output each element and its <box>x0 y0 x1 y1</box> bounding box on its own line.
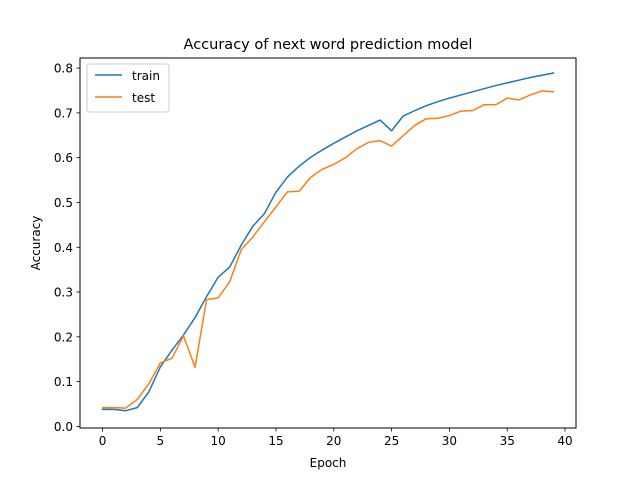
y-tick-label: 0.3 <box>54 286 73 300</box>
y-tick-label: 0.6 <box>54 151 73 165</box>
legend-label-train: train <box>132 69 160 83</box>
series-lines <box>101 72 555 412</box>
x-tick-label: 5 <box>157 434 165 448</box>
y-tick-label: 0.1 <box>54 375 73 389</box>
series-line-train <box>101 72 555 412</box>
x-tick-label: 0 <box>99 434 107 448</box>
axis-ticks: 0 5 10 15 20 25 30 35 40 0.0 0.1 0.2 0.3 0.4 0.5 0.6 0.7… <box>54 62 573 448</box>
y-tick-label: 0.5 <box>54 196 73 210</box>
x-tick-label: 15 <box>268 434 283 448</box>
x-axis-label: Epoch <box>310 456 347 470</box>
plot-frame <box>79 57 577 429</box>
y-tick-label: 0.2 <box>54 330 73 344</box>
y-tick-label: 0.7 <box>54 106 73 120</box>
x-tick-label: 25 <box>384 434 399 448</box>
y-axis-label: Accuracy <box>29 216 43 271</box>
y-tick-label: 0.8 <box>54 62 73 76</box>
y-tick-label: 0.0 <box>54 420 73 434</box>
x-tick-label: 10 <box>211 434 226 448</box>
x-tick-label: 35 <box>500 434 515 448</box>
legend: train test <box>86 63 170 113</box>
chart-title: Accuracy of next word prediction model <box>184 37 473 53</box>
y-tick-label: 0.4 <box>54 241 73 255</box>
x-tick-label: 20 <box>326 434 341 448</box>
series-line-test <box>101 90 555 409</box>
x-tick-label: 30 <box>442 434 457 448</box>
legend-label-test: test <box>132 91 155 105</box>
legend-box <box>86 63 170 113</box>
x-tick-label: 40 <box>557 434 572 448</box>
